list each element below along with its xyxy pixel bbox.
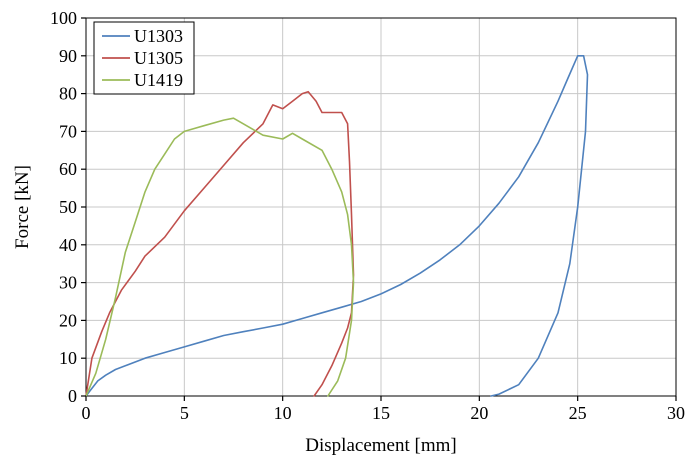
legend-label-u1305: U1305 [134, 48, 183, 68]
x-tick-label-10: 10 [274, 403, 292, 423]
x-axis-tick-labels: 0 5 10 15 20 25 30 [82, 396, 685, 423]
x-tick-label-30: 30 [667, 403, 685, 423]
x-tick-label-25: 25 [569, 403, 587, 423]
y-axis-title: Force [kN] [12, 165, 33, 249]
y-tick-label-10: 10 [59, 348, 77, 368]
y-tick-label-0: 0 [68, 386, 77, 406]
series-line-u1303 [85, 54, 589, 397]
x-tick-label-15: 15 [372, 403, 390, 423]
series-line-u1419 [85, 117, 355, 397]
x-tick-label-20: 20 [470, 403, 488, 423]
y-tick-label-30: 30 [59, 273, 77, 293]
y-tick-label-50: 50 [59, 197, 77, 217]
y-tick-label-100: 100 [50, 8, 77, 28]
legend-box [93, 21, 195, 95]
x-tick-label-5: 5 [180, 403, 189, 423]
y-tick-label-80: 80 [59, 84, 77, 104]
y-tick-label-60: 60 [59, 159, 77, 179]
legend-label-u1303: U1303 [134, 26, 183, 46]
y-axis-tick-labels: 0 10 20 30 40 50 60 70 80 90 100 [50, 8, 86, 406]
y-tick-label-90: 90 [59, 46, 77, 66]
x-tick-label-0: 0 [82, 403, 91, 423]
series-lines [85, 54, 589, 397]
y-tick-label-40: 40 [59, 235, 77, 255]
series-line-u1305 [85, 90, 355, 397]
x-axis-title: Displacement [mm] [305, 435, 456, 456]
y-tick-label-70: 70 [59, 121, 77, 141]
y-tick-label-20: 20 [59, 310, 77, 330]
legend-label-u1419: U1419 [134, 70, 183, 90]
